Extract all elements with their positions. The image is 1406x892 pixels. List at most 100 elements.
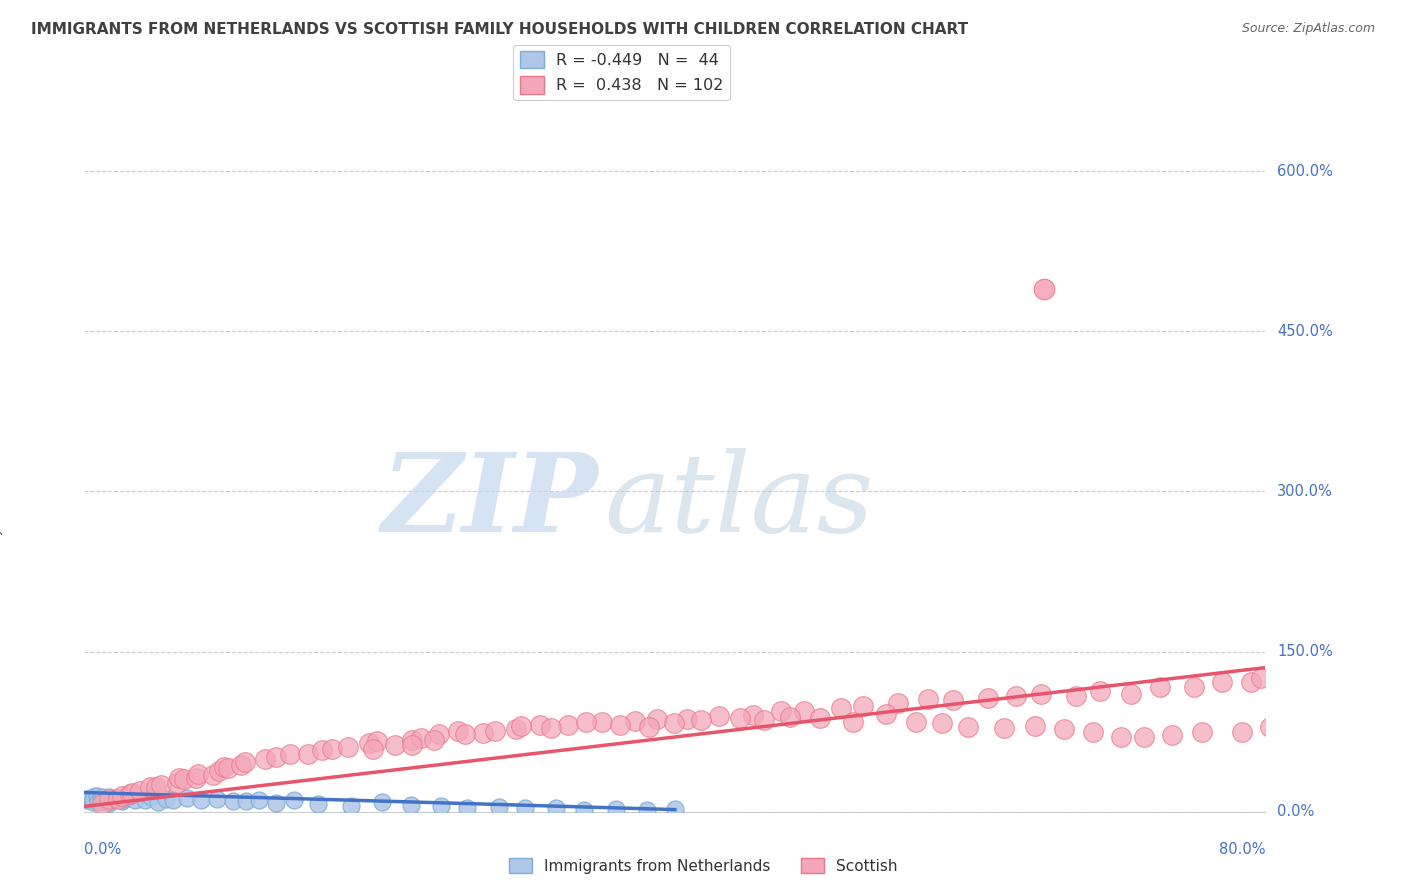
Point [1064,689,1087,703]
Point [1182,680,1205,694]
Point [977,690,1000,705]
Point [297,747,319,761]
Point [513,801,536,815]
Point [993,721,1015,735]
Text: IMMIGRANTS FROM NETHERLANDS VS SCOTTISH FAMILY HOUSEHOLDS WITH CHILDREN CORRELAT: IMMIGRANTS FROM NETHERLANDS VS SCOTTISH … [31,22,969,37]
Point [875,707,897,722]
Point [117,789,139,804]
Point [231,758,253,772]
Point [128,784,150,798]
Point [623,714,645,728]
Point [662,715,685,730]
Point [1258,720,1281,734]
Point [98,794,121,808]
Point [83,789,105,803]
Point [167,771,190,785]
Point [307,797,329,811]
Point [1052,723,1074,737]
Point [118,787,141,801]
Point [1024,719,1046,733]
Point [591,714,613,729]
Point [841,714,863,729]
Point [90,797,112,812]
Point [176,790,198,805]
Point [1081,725,1104,739]
Point [1133,730,1156,744]
Point [454,727,477,741]
Point [427,727,450,741]
Point [97,790,120,805]
Point [311,742,333,756]
Point [105,791,128,805]
Point [741,708,763,723]
Point [808,711,831,725]
Point [423,732,446,747]
Point [917,691,939,706]
Point [82,796,104,810]
Point [770,704,793,718]
Point [134,792,156,806]
Point [1005,689,1028,703]
Point [1119,687,1142,701]
Text: atlas: atlas [605,448,873,556]
Point [728,711,751,725]
Point [505,722,527,736]
Point [278,747,301,761]
Point [155,792,177,806]
Point [79,791,101,805]
Text: 300.0%: 300.0% [1277,484,1333,499]
Point [957,720,980,734]
Point [214,760,236,774]
Legend: Immigrants from Netherlands, Scottish: Immigrants from Netherlands, Scottish [502,852,904,880]
Text: 0.0%: 0.0% [1277,805,1315,819]
Point [75,793,97,807]
Point [141,790,163,805]
Point [529,717,551,731]
Point [690,713,713,727]
Point [1230,724,1253,739]
Point [575,714,598,729]
Point [166,776,188,790]
Point [557,718,579,732]
Point [190,793,212,807]
Point [401,732,423,747]
Point [1031,687,1053,701]
Point [574,803,596,817]
Point [150,778,173,792]
Point [638,720,661,734]
Point [105,791,128,805]
Point [1240,675,1263,690]
Point [1191,725,1213,739]
Point [664,802,686,816]
Point [82,792,104,806]
Point [1160,729,1182,743]
Point [235,793,257,807]
Point [207,764,229,778]
Point [111,794,134,808]
Point [905,715,928,730]
Point [852,698,875,713]
Point [91,789,114,804]
Point [540,722,562,736]
Point [366,734,388,748]
Point [605,802,627,816]
Point [931,716,953,731]
Point [609,718,631,732]
Point [488,800,510,814]
Point [121,786,143,800]
Point [98,792,121,806]
Text: 600.0%: 600.0% [1277,163,1333,178]
Point [146,795,169,809]
Point [111,789,134,803]
Point [107,792,129,806]
Text: Family Households with Children: Family Households with Children [0,346,3,573]
Point [793,704,815,718]
Point [87,796,110,810]
Point [830,701,852,715]
Point [361,742,384,756]
Point [217,761,239,775]
Point [1250,671,1272,685]
Point [471,726,494,740]
Point [112,792,135,806]
Text: Source: ZipAtlas.com: Source: ZipAtlas.com [1241,22,1375,36]
